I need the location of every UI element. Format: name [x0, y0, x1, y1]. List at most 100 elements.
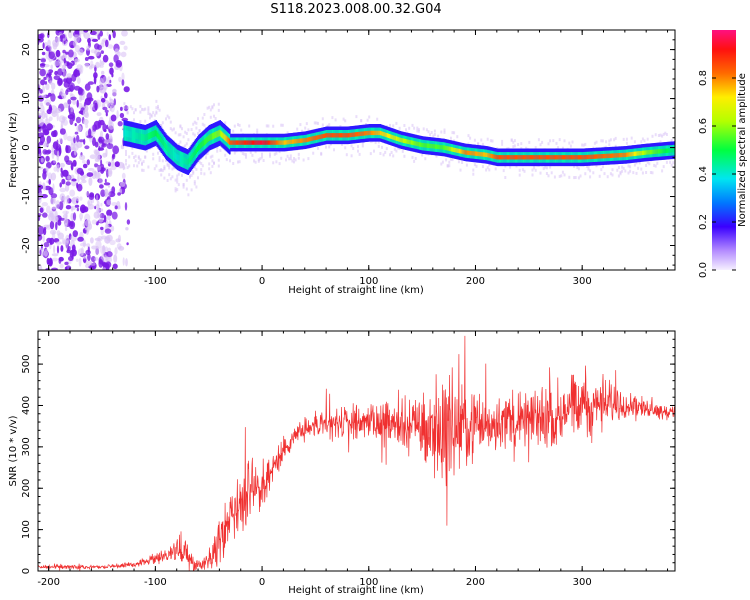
ridge-band-core	[142, 134, 145, 141]
halo-cell	[451, 158, 454, 162]
halo-cell	[141, 107, 143, 111]
halo-cell	[649, 171, 652, 174]
halo-cell	[417, 129, 420, 133]
noise-blob	[63, 102, 68, 108]
ridge-band-core	[333, 133, 336, 138]
noise-blob	[60, 167, 63, 173]
ridge-band-core	[229, 138, 231, 145]
halo-cell	[269, 154, 271, 158]
halo-cell	[131, 107, 134, 111]
ridge-band-core	[564, 155, 566, 160]
noise-blob	[39, 68, 46, 77]
noise-blob	[108, 190, 111, 197]
ridge-band-core	[288, 139, 291, 145]
noise-blob	[94, 193, 101, 201]
ridge-band-core	[279, 140, 281, 145]
noise-blob	[82, 118, 89, 125]
noise-blob	[76, 142, 83, 148]
halo-cell	[541, 140, 544, 144]
ridge-band-core	[649, 150, 651, 155]
halo-cell	[179, 124, 182, 128]
halo-cell	[289, 154, 292, 158]
noise-blob	[74, 131, 79, 135]
noise-blob	[98, 64, 104, 68]
ridge-band-core	[664, 148, 666, 154]
noise-blob	[90, 237, 94, 244]
ridge-band-core	[638, 151, 641, 156]
halo-cell	[390, 151, 393, 154]
ridge-band-core	[356, 132, 358, 137]
noise-blob	[98, 136, 105, 144]
noise-blob	[95, 194, 99, 202]
halo-cell	[165, 117, 167, 121]
ridge-band-core	[502, 155, 504, 160]
ridge-band-core	[472, 151, 474, 156]
noise-blob	[82, 255, 88, 260]
noise-blob	[86, 45, 90, 51]
halo-cell	[569, 144, 572, 148]
halo-cell	[328, 145, 331, 149]
ridge-band-core	[373, 130, 375, 136]
halo-cell	[232, 162, 235, 165]
ridge-band-core	[252, 140, 255, 145]
halo-cell	[555, 141, 558, 145]
noise-blob	[94, 171, 101, 179]
noise-blob	[100, 97, 106, 103]
halo-cell	[133, 156, 135, 159]
halo-cell	[297, 152, 300, 156]
noise-blob	[59, 263, 64, 269]
halo-cell	[123, 166, 126, 170]
noise-blob	[76, 134, 80, 143]
halo-cell	[593, 141, 596, 145]
halo-cell	[669, 160, 672, 164]
ridge-band-core	[504, 155, 506, 160]
noise-blob	[74, 58, 80, 63]
ridge-band-core	[629, 152, 631, 157]
halo-cell	[232, 129, 235, 133]
noise-blob	[105, 39, 109, 48]
halo-cell	[286, 154, 289, 158]
ridge-band-core	[556, 155, 559, 160]
ridge-band-core	[370, 130, 373, 136]
noise-blob	[43, 227, 47, 231]
noise-blob	[51, 257, 58, 262]
noise-blob	[118, 76, 122, 83]
ridge-band-core	[194, 148, 197, 156]
halo-cell	[317, 121, 319, 125]
ridge-band-core	[184, 157, 186, 164]
ridge-band-core	[600, 154, 602, 159]
halo-cell	[209, 155, 212, 159]
ridge-band-core	[270, 140, 273, 145]
halo-cell	[547, 142, 550, 146]
halo-cell	[307, 128, 310, 132]
ridge-band-core	[272, 140, 275, 145]
halo-cell	[158, 156, 161, 160]
noise-blob	[41, 94, 47, 98]
ridge-band-core	[551, 155, 553, 160]
ridge-band-core	[291, 139, 294, 144]
ridge-band-core	[201, 141, 203, 148]
ridge-band-core	[639, 151, 642, 156]
ridge-band-core	[550, 155, 552, 160]
ridge-band-core	[412, 140, 415, 146]
halo-cell	[171, 167, 174, 171]
ridge-band-core	[315, 135, 317, 140]
noise-blob	[84, 83, 91, 91]
noise-blob	[55, 241, 62, 245]
ridge-band-core	[349, 132, 352, 138]
ridge-band-core	[660, 149, 662, 154]
noise-blob	[114, 48, 120, 55]
halo-cell	[621, 169, 624, 173]
ridge-band-core	[589, 154, 592, 160]
halo-cell	[213, 103, 215, 107]
halo-cell	[342, 117, 345, 121]
noise-blob	[51, 206, 57, 210]
halo-cell	[278, 162, 281, 166]
halo-cell	[195, 185, 198, 189]
noise-blob	[80, 175, 86, 181]
ridge-band-core	[384, 132, 387, 137]
ridge-band-core	[667, 148, 670, 153]
noise-blob	[43, 143, 49, 147]
ridge-band-core	[223, 133, 226, 140]
